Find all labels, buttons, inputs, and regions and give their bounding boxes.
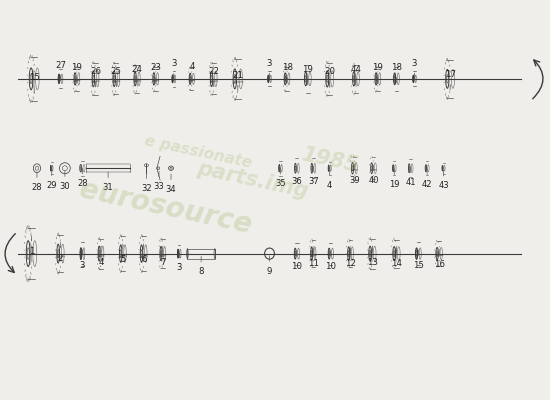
Text: 40: 40 <box>368 165 379 185</box>
Text: 13: 13 <box>367 246 378 266</box>
Text: 3: 3 <box>177 252 182 272</box>
Text: 5: 5 <box>120 244 125 264</box>
Text: 4: 4 <box>98 246 104 266</box>
Text: 32: 32 <box>141 173 152 193</box>
Text: 20: 20 <box>324 67 335 87</box>
Text: 36: 36 <box>292 166 302 186</box>
Text: 18: 18 <box>282 63 293 83</box>
Text: 21: 21 <box>232 71 243 91</box>
Text: 35: 35 <box>275 168 286 188</box>
Text: 44: 44 <box>350 65 361 86</box>
Text: 42: 42 <box>422 169 432 189</box>
Text: 1: 1 <box>29 236 34 256</box>
Text: 8: 8 <box>199 256 204 276</box>
Text: 11: 11 <box>308 248 319 268</box>
Text: 2: 2 <box>58 242 63 262</box>
Text: parts.img: parts.img <box>195 158 311 202</box>
Text: e passionate: e passionate <box>144 134 254 171</box>
Text: 33: 33 <box>153 171 164 191</box>
Text: 17: 17 <box>444 70 455 90</box>
Text: 39: 39 <box>349 164 360 184</box>
Text: 43: 43 <box>438 170 449 190</box>
Text: 30: 30 <box>59 171 70 191</box>
Bar <box>188 249 215 258</box>
Text: 22: 22 <box>208 66 219 86</box>
Text: 1985: 1985 <box>299 144 360 176</box>
Text: 6: 6 <box>141 244 146 264</box>
Text: 28: 28 <box>32 172 42 192</box>
Text: 34: 34 <box>166 174 177 194</box>
Text: 27: 27 <box>55 60 66 81</box>
Text: 24: 24 <box>131 65 142 85</box>
Text: 19: 19 <box>389 169 399 189</box>
Text: 41: 41 <box>405 167 416 187</box>
Text: 15: 15 <box>413 250 424 270</box>
Text: 19: 19 <box>72 63 82 84</box>
Text: 31: 31 <box>103 172 113 192</box>
Text: 7: 7 <box>160 247 166 267</box>
Text: 29: 29 <box>47 170 57 190</box>
Text: 28: 28 <box>77 168 87 188</box>
Text: eurosource: eurosource <box>76 176 255 240</box>
Text: 4: 4 <box>189 62 195 82</box>
Text: 16: 16 <box>433 249 444 269</box>
Text: 3: 3 <box>267 58 272 79</box>
Text: 26: 26 <box>90 67 101 87</box>
Text: 18: 18 <box>391 63 402 83</box>
Text: 37: 37 <box>308 166 318 186</box>
Text: 3: 3 <box>171 59 177 79</box>
Text: 9: 9 <box>267 256 272 276</box>
Text: 19: 19 <box>302 65 313 85</box>
Text: 12: 12 <box>345 248 356 268</box>
Text: 3: 3 <box>80 250 85 270</box>
Text: 25: 25 <box>111 66 122 86</box>
Text: 15: 15 <box>29 73 40 93</box>
Text: 10: 10 <box>325 250 336 270</box>
Text: 14: 14 <box>391 248 402 268</box>
Text: 23: 23 <box>150 63 161 84</box>
Text: 19: 19 <box>372 63 383 84</box>
Text: 3: 3 <box>412 58 417 79</box>
Text: 10: 10 <box>292 250 302 270</box>
Text: 4: 4 <box>327 170 332 190</box>
